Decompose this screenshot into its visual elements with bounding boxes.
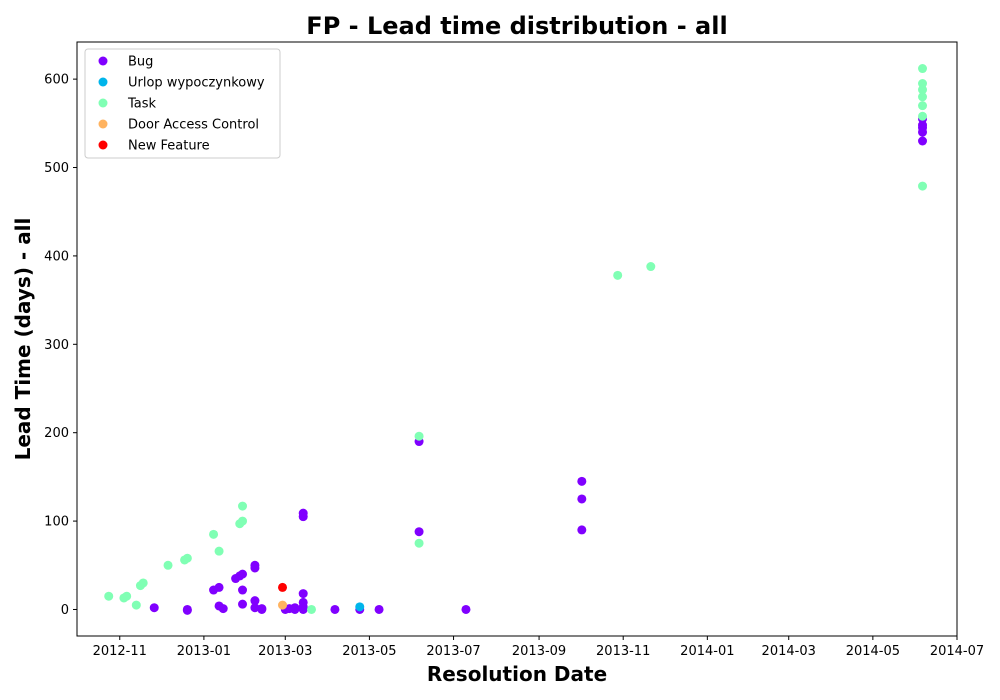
data-point bbox=[278, 582, 288, 592]
data-point bbox=[182, 605, 192, 615]
data-point bbox=[918, 111, 928, 121]
y-tick-label: 0 bbox=[61, 603, 69, 618]
x-tick-label: 2013-11 bbox=[596, 644, 650, 659]
legend-label: Urlop wypoczynkowy bbox=[128, 76, 265, 91]
legend-marker bbox=[98, 98, 108, 108]
data-point bbox=[209, 529, 219, 539]
legend-marker bbox=[98, 56, 108, 66]
data-point bbox=[104, 591, 114, 601]
x-tick-label: 2014-03 bbox=[762, 644, 816, 659]
x-tick-label: 2013-03 bbox=[258, 644, 312, 659]
data-point bbox=[122, 591, 132, 601]
data-point bbox=[577, 494, 587, 504]
x-axis-title: Resolution Date bbox=[427, 662, 607, 686]
legend-frame bbox=[84, 48, 281, 159]
y-tick-label: 300 bbox=[44, 338, 69, 353]
y-tick-label: 500 bbox=[44, 161, 69, 176]
data-point bbox=[298, 512, 308, 522]
legend: Bug Urlop wypoczynkowy Task Door Access Con… bbox=[84, 48, 281, 159]
data-point bbox=[918, 64, 928, 74]
plot-area bbox=[104, 64, 928, 615]
data-point bbox=[306, 604, 316, 614]
x-tick-label: 2013-01 bbox=[177, 644, 231, 659]
data-point bbox=[646, 262, 656, 272]
y-tick-label: 600 bbox=[44, 73, 69, 88]
data-point bbox=[461, 604, 471, 614]
data-point bbox=[131, 600, 141, 610]
x-tick-label: 2014-07 bbox=[930, 644, 984, 659]
y-axis-title: Lead Time (days) - all bbox=[11, 218, 35, 461]
data-point bbox=[250, 596, 260, 606]
data-point bbox=[298, 604, 308, 614]
data-point bbox=[374, 604, 384, 614]
data-point bbox=[214, 582, 224, 592]
data-point bbox=[577, 476, 587, 486]
data-point bbox=[918, 181, 928, 191]
data-point bbox=[250, 563, 260, 573]
x-tick-label: 2014-01 bbox=[680, 644, 734, 659]
data-point bbox=[330, 604, 340, 614]
y-tick-label: 100 bbox=[44, 515, 69, 530]
data-point bbox=[290, 604, 300, 614]
data-point bbox=[414, 527, 424, 537]
y-tick-label: 400 bbox=[44, 249, 69, 264]
data-point bbox=[257, 604, 267, 614]
data-point bbox=[918, 127, 928, 137]
data-point bbox=[613, 270, 623, 280]
data-point bbox=[238, 569, 248, 579]
x-axis-ticks: 2012-11 2013-01 2013-03 2013-05 2013-07 2013-… bbox=[93, 636, 984, 659]
data-point bbox=[250, 603, 260, 613]
x-tick-label: 2013-07 bbox=[426, 644, 480, 659]
plot-frame bbox=[76, 41, 958, 637]
data-point bbox=[414, 538, 424, 548]
data-point bbox=[278, 600, 288, 610]
x-tick-label: 2013-05 bbox=[342, 644, 396, 659]
data-point bbox=[149, 603, 159, 613]
data-point bbox=[214, 546, 224, 556]
data-point bbox=[163, 560, 173, 570]
data-point bbox=[238, 585, 248, 595]
data-point bbox=[235, 519, 245, 529]
legend-label: Door Access Control bbox=[128, 118, 259, 133]
legend-marker bbox=[98, 140, 108, 150]
x-tick-label: 2013-09 bbox=[512, 644, 566, 659]
y-tick-label: 200 bbox=[44, 426, 69, 441]
legend-label: New Feature bbox=[128, 139, 210, 154]
data-point bbox=[918, 101, 928, 111]
data-point bbox=[918, 85, 928, 95]
legend-label: Bug bbox=[128, 55, 153, 70]
data-point bbox=[918, 92, 928, 102]
data-point bbox=[918, 136, 928, 146]
legend-marker bbox=[98, 77, 108, 87]
legend-label: Task bbox=[127, 97, 157, 112]
data-point bbox=[355, 602, 365, 612]
chart-title: FP - Lead time distribution - all bbox=[306, 12, 727, 40]
x-tick-label: 2012-11 bbox=[93, 644, 147, 659]
legend-marker bbox=[98, 119, 108, 129]
y-axis-ticks: 0 100 200 300 400 500 600 bbox=[44, 73, 77, 618]
x-tick-label: 2014-05 bbox=[846, 644, 900, 659]
data-point bbox=[414, 431, 424, 441]
data-point bbox=[138, 578, 148, 588]
data-point bbox=[298, 589, 308, 599]
data-point bbox=[577, 525, 587, 535]
data-point bbox=[182, 553, 192, 563]
data-point bbox=[238, 599, 248, 609]
data-point bbox=[918, 79, 928, 89]
data-point bbox=[238, 501, 248, 511]
data-point bbox=[218, 604, 228, 614]
